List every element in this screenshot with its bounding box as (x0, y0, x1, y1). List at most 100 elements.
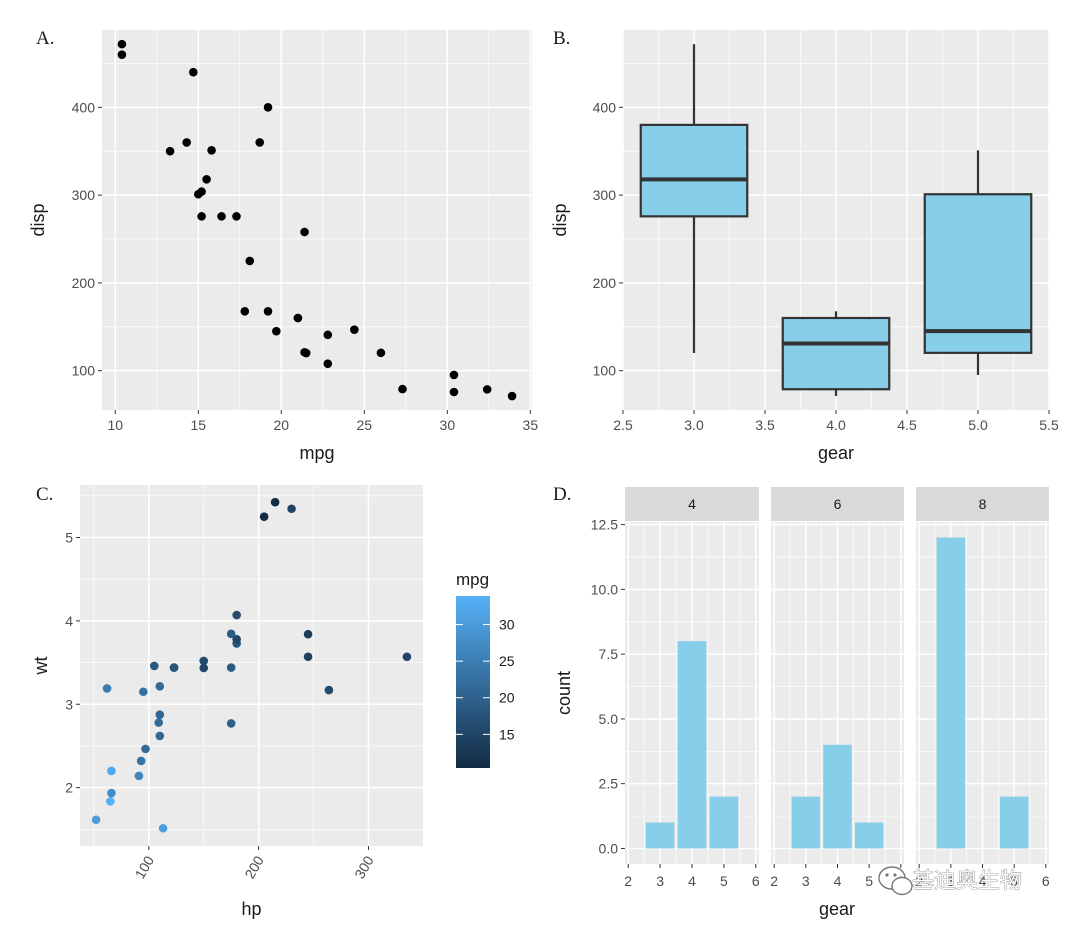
panel-label: D. (553, 484, 571, 505)
x-axis-title: gear (818, 443, 854, 463)
x-tick-label: 4 (688, 873, 696, 889)
y-tick-label: 4 (65, 613, 73, 629)
x-tick-label: 4.5 (897, 417, 917, 433)
data-point (449, 387, 459, 397)
data-point (263, 307, 273, 316)
y-tick-label: 0.0 (599, 840, 619, 856)
y-tick-label: 12.5 (591, 517, 618, 533)
data-point (232, 212, 241, 221)
data-point (207, 146, 216, 155)
data-point (154, 718, 163, 727)
bar (823, 744, 852, 849)
x-tick-label: 3 (802, 873, 810, 889)
legend-tick-label: 20 (499, 690, 515, 706)
data-point (91, 815, 101, 825)
data-point (106, 797, 115, 806)
wechat-icon (878, 866, 913, 896)
data-point (139, 687, 148, 697)
box (781, 316, 891, 391)
data-point (240, 307, 250, 316)
panel-label: C. (36, 484, 53, 505)
x-tick-label: 5 (865, 873, 873, 889)
x-axis-title: mpg (299, 443, 334, 463)
panel-a: 10 15 20 25 30 35 100 200 300 400 mpg disp A. (28, 28, 538, 463)
x-tick-label: 15 (191, 417, 207, 433)
data-point (300, 347, 309, 357)
wechat-bubble (891, 876, 913, 896)
wechat-eye (885, 873, 889, 877)
facet-strip (625, 487, 759, 521)
x-tick-label: 200 (241, 853, 267, 881)
data-point (272, 326, 281, 336)
bar (645, 822, 675, 849)
panel-background (102, 30, 532, 410)
x-tick-label: 6 (752, 873, 760, 889)
data-point (303, 652, 313, 662)
x-tick-label: 3.0 (684, 417, 704, 433)
x-tick-label: 2 (915, 873, 923, 889)
y-tick-label: 5.0 (599, 711, 619, 727)
legend-colorbar (456, 596, 490, 768)
y-tick-label: 300 (72, 187, 96, 203)
data-point (449, 370, 459, 380)
bar (709, 796, 739, 849)
x-tick-label: 5 (1010, 873, 1018, 889)
watermark-text: 基迪奥生物 (912, 869, 1022, 894)
x-tick-label: 6 (1042, 873, 1050, 889)
x-tick-label: 3 (947, 873, 955, 889)
data-point (155, 710, 165, 719)
data-point (226, 719, 236, 728)
y-axis-title: disp (550, 203, 570, 236)
facet-strip (771, 487, 904, 521)
y-tick-label: 10.0 (591, 581, 618, 597)
data-point (263, 103, 273, 112)
facet-strip-label: 6 (834, 496, 842, 512)
data-point (202, 175, 211, 184)
x-tick-label: 4.0 (826, 417, 846, 433)
panel-background (80, 485, 423, 846)
y-tick-label: 100 (72, 363, 96, 379)
y-tick-label: 200 (593, 275, 617, 291)
x-tick-label: 2 (770, 873, 778, 889)
x-tick-label: 10 (107, 417, 123, 433)
y-tick-label: 200 (72, 275, 96, 291)
data-point (155, 731, 165, 741)
data-point (232, 634, 241, 644)
x-tick-label: 35 (523, 417, 539, 433)
x-tick-label: 2 (624, 873, 632, 889)
data-point (507, 391, 517, 401)
data-point (226, 629, 236, 639)
data-point (350, 325, 359, 334)
data-point (398, 384, 407, 394)
data-point (293, 313, 303, 323)
data-point (482, 385, 492, 394)
x-tick-label: 5 (720, 873, 728, 889)
data-point (193, 189, 203, 199)
data-point (255, 138, 265, 147)
data-point (259, 512, 269, 521)
data-point (107, 766, 116, 776)
data-point (158, 823, 168, 833)
data-point (270, 497, 280, 507)
y-tick-label: 400 (593, 99, 617, 115)
bar (791, 796, 821, 849)
data-point (226, 663, 236, 672)
data-point (303, 629, 313, 639)
data-point (141, 744, 150, 754)
data-point (134, 771, 144, 781)
y-axis-title: count (554, 671, 574, 715)
y-axis-title: wt (31, 657, 51, 676)
facet-6: 623456 (770, 487, 905, 889)
y-tick-label: 3 (65, 696, 73, 712)
box (923, 193, 1033, 354)
panel-c: 100 200 300 2 3 4 5 hp wt C. mpg 15 20 25 30 (31, 484, 515, 919)
y-tick-label: 400 (72, 99, 96, 115)
data-point (217, 212, 226, 221)
data-point (323, 330, 333, 340)
x-tick-label: 30 (440, 417, 456, 433)
y-tick-label: 100 (593, 363, 617, 379)
data-point (199, 656, 209, 666)
x-tick-label: 100 (132, 853, 158, 881)
x-tick-label: 3.5 (755, 417, 775, 433)
